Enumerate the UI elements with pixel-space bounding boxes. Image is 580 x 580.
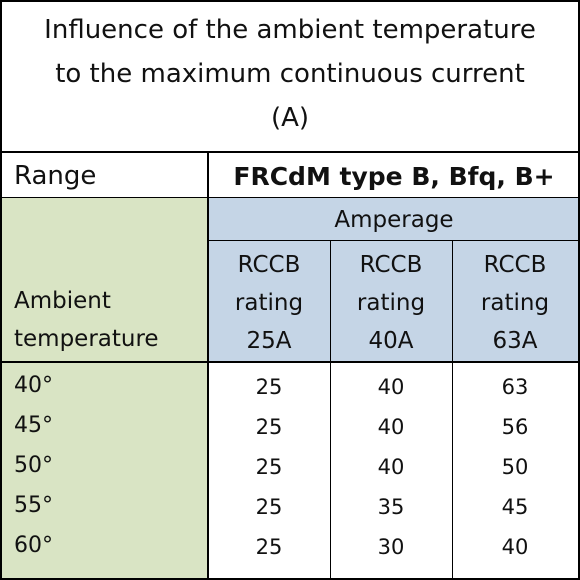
current-value: 30 [377, 535, 405, 559]
column-header: RCCB rating 25A [234, 252, 304, 354]
current-value: 56 [501, 415, 529, 439]
rule [0, 0, 2, 580]
group-header: Amperage [334, 207, 454, 233]
rule [578, 0, 580, 580]
title-line: (A) [270, 103, 310, 133]
column-header: RCCB rating 63A [480, 252, 550, 354]
current-value: 45 [501, 495, 529, 519]
current-value: 25 [255, 455, 283, 479]
rule [0, 197, 580, 198]
current-value: 40 [377, 455, 405, 479]
product: FRCdM type B, Bfq, B+ [233, 161, 555, 191]
rule [208, 240, 580, 241]
current-value: 25 [255, 375, 283, 399]
temperature: 60° [14, 532, 53, 558]
current-value: 25 [255, 415, 283, 439]
current-value: 63 [501, 375, 529, 399]
temperature: 50° [14, 452, 53, 478]
rule [0, 151, 580, 153]
current-value: 50 [501, 455, 529, 479]
column-header: RCCB rating 40A [356, 252, 426, 354]
green-column [0, 198, 208, 580]
current-value: 40 [377, 415, 405, 439]
blue-header [208, 198, 580, 362]
temperature: 45° [14, 412, 53, 438]
current-value: 40 [377, 375, 405, 399]
title-line: to the maximum continuous current [55, 59, 525, 89]
current-value: 25 [255, 535, 283, 559]
rule [0, 0, 580, 2]
current-value: 35 [377, 495, 405, 519]
temperature: 55° [14, 492, 53, 518]
current-value: 40 [501, 535, 529, 559]
title-line: Influence of the ambient temperature [44, 15, 536, 45]
rule [330, 240, 331, 580]
row-header: Ambient temperature [14, 288, 159, 352]
rule [207, 152, 209, 580]
rule [452, 240, 453, 580]
rule [0, 578, 580, 580]
current-value: 25 [255, 495, 283, 519]
rule [0, 361, 580, 363]
temperature: 40° [14, 372, 53, 398]
range-label: Range [14, 161, 97, 191]
